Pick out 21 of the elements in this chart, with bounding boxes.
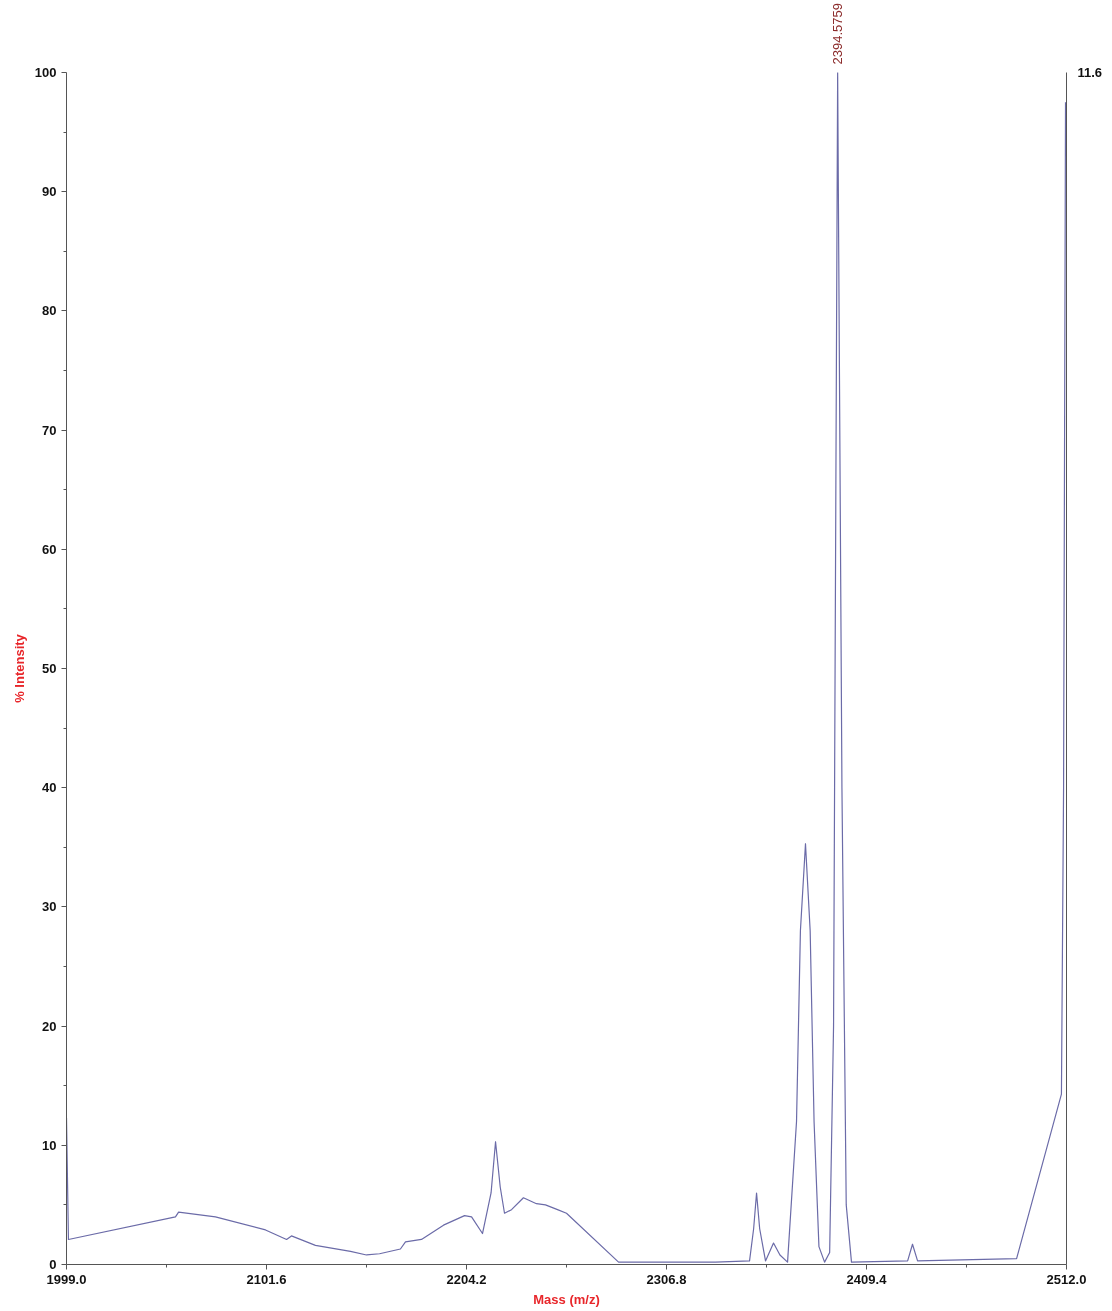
y-tick-label: 0 bbox=[49, 1257, 57, 1272]
text: 11.6 bbox=[1077, 65, 1103, 80]
x-tick-label: 2512.0 bbox=[1046, 1271, 1087, 1287]
x-tick-label: 2409.4 bbox=[846, 1271, 888, 1287]
y-tick-label: 70 bbox=[42, 422, 57, 438]
y-tick-label: 50 bbox=[42, 661, 57, 676]
y-tick-label: 90 bbox=[42, 184, 57, 200]
y-tick-label: 80 bbox=[42, 303, 57, 319]
x-axis-title: Mass (m/z) bbox=[533, 1291, 600, 1307]
y-tick-label: 30 bbox=[42, 899, 57, 915]
y-tick-label: 40 bbox=[42, 780, 57, 796]
x-tick-label: 2101.6 bbox=[246, 1271, 287, 1287]
x-tick-label: 2204.2 bbox=[446, 1271, 487, 1287]
y-tick-label: 10 bbox=[42, 1137, 57, 1153]
x-tick-label: 2306.8 bbox=[646, 1271, 687, 1287]
y-tick-label: 20 bbox=[42, 1018, 57, 1034]
annotation: 2394.5759 bbox=[830, 3, 846, 65]
x-tick-label: 1999.0 bbox=[46, 1271, 87, 1287]
y-tick-label: 100 bbox=[34, 65, 57, 80]
y-tick-label: 60 bbox=[42, 541, 57, 557]
y-axis-title: % Intensity bbox=[11, 633, 27, 703]
